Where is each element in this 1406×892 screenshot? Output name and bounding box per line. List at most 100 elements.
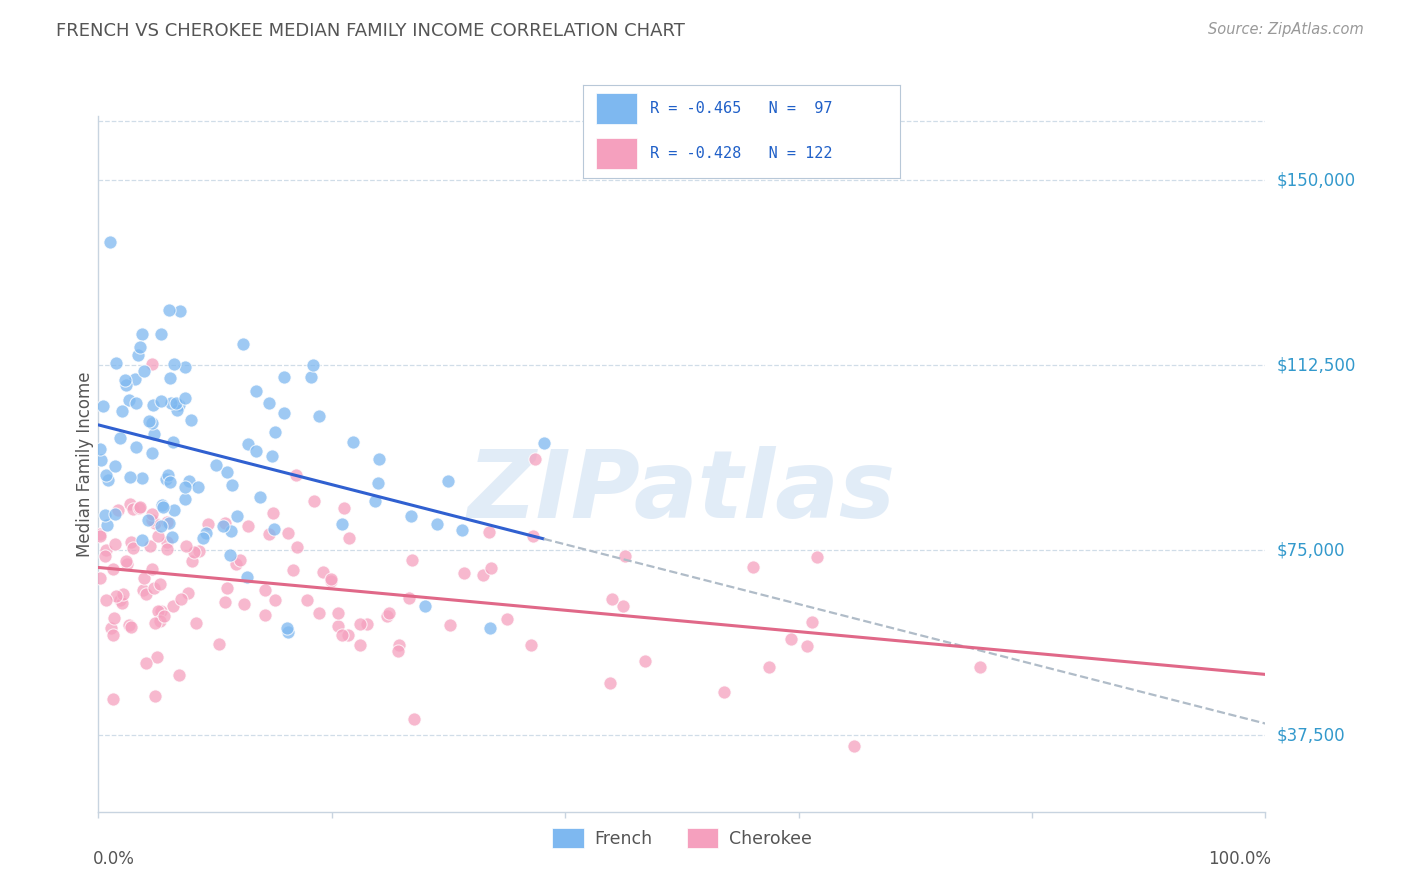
Point xyxy=(131,533,153,548)
Text: 100.0%: 100.0% xyxy=(1208,850,1271,868)
Point xyxy=(277,526,299,541)
Point xyxy=(367,475,389,490)
Text: $75,000: $75,000 xyxy=(1277,541,1346,559)
Point xyxy=(160,396,183,410)
Point xyxy=(111,404,134,418)
Point xyxy=(110,593,132,607)
Point xyxy=(173,392,195,406)
Point xyxy=(94,508,117,523)
Point xyxy=(634,654,657,668)
Point xyxy=(330,516,353,531)
Point xyxy=(969,660,991,674)
Point xyxy=(160,530,183,544)
Point xyxy=(146,649,169,664)
Point xyxy=(149,577,172,591)
Point xyxy=(127,348,149,362)
Point xyxy=(217,581,239,595)
Point xyxy=(156,542,179,557)
Point xyxy=(139,539,162,553)
Point xyxy=(149,614,172,628)
Point xyxy=(235,570,257,584)
Point xyxy=(169,398,191,412)
Point xyxy=(159,475,181,490)
Point xyxy=(226,509,249,524)
Point xyxy=(141,446,163,460)
Point xyxy=(149,394,172,409)
Point xyxy=(523,452,546,467)
Point xyxy=(89,442,111,457)
Point xyxy=(221,478,243,492)
Point xyxy=(245,384,267,399)
Point xyxy=(157,302,180,317)
Point xyxy=(142,397,165,411)
Text: $112,500: $112,500 xyxy=(1277,356,1355,374)
Point xyxy=(219,524,242,538)
Point xyxy=(124,372,146,386)
Point xyxy=(193,531,215,545)
Point xyxy=(208,637,231,651)
Point xyxy=(212,519,235,533)
Text: ZIPatlas: ZIPatlas xyxy=(468,446,896,538)
Point xyxy=(253,582,276,597)
Point xyxy=(308,409,330,424)
Point xyxy=(167,668,190,682)
Point xyxy=(450,523,472,537)
Point xyxy=(94,549,117,563)
Point xyxy=(146,529,169,543)
Point xyxy=(174,491,197,506)
Point xyxy=(143,582,166,596)
Point xyxy=(96,467,118,482)
Point xyxy=(173,480,195,494)
Point xyxy=(218,549,240,563)
Point xyxy=(163,503,186,517)
Point xyxy=(104,507,127,521)
Point xyxy=(337,531,360,545)
Point xyxy=(131,327,153,342)
Point xyxy=(132,583,155,598)
Point xyxy=(842,739,865,753)
Point xyxy=(398,591,420,605)
Point xyxy=(399,509,422,524)
Point xyxy=(758,660,780,674)
Text: $37,500: $37,500 xyxy=(1277,726,1346,744)
Point xyxy=(134,364,156,378)
Point xyxy=(143,616,166,631)
Point xyxy=(143,427,166,442)
Point xyxy=(194,526,217,541)
Point xyxy=(165,396,187,410)
Point xyxy=(236,518,259,533)
Point xyxy=(103,610,125,624)
Point xyxy=(89,570,111,584)
Point xyxy=(741,560,763,574)
Point xyxy=(141,416,163,430)
Point xyxy=(387,644,409,658)
Point xyxy=(326,619,349,633)
Point xyxy=(319,574,342,589)
Point xyxy=(149,327,172,342)
Text: 0.0%: 0.0% xyxy=(93,850,135,868)
Point xyxy=(378,607,401,621)
Point xyxy=(264,425,287,440)
Point xyxy=(166,403,188,417)
Point xyxy=(117,558,139,572)
Point xyxy=(118,392,141,407)
Point xyxy=(108,431,131,445)
FancyBboxPatch shape xyxy=(596,138,637,169)
Point xyxy=(337,628,360,642)
Point xyxy=(111,596,134,610)
Point xyxy=(367,452,389,467)
Point xyxy=(496,611,519,625)
Point xyxy=(169,304,191,318)
Point xyxy=(131,471,153,485)
Point xyxy=(149,605,172,619)
Text: Source: ZipAtlas.com: Source: ZipAtlas.com xyxy=(1208,22,1364,37)
Point xyxy=(197,516,219,531)
Point xyxy=(149,519,172,533)
Text: R = -0.428   N = 122: R = -0.428 N = 122 xyxy=(650,146,832,161)
Point xyxy=(232,337,254,351)
Point xyxy=(426,516,449,531)
Point xyxy=(262,450,284,464)
Point xyxy=(217,465,239,479)
Point xyxy=(299,370,322,384)
Point xyxy=(157,516,180,530)
